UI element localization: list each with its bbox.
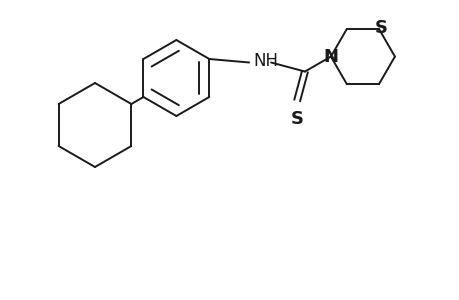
Text: S: S [374, 19, 386, 37]
Text: NH: NH [252, 52, 278, 70]
Text: N: N [323, 47, 338, 65]
Text: S: S [290, 110, 303, 128]
